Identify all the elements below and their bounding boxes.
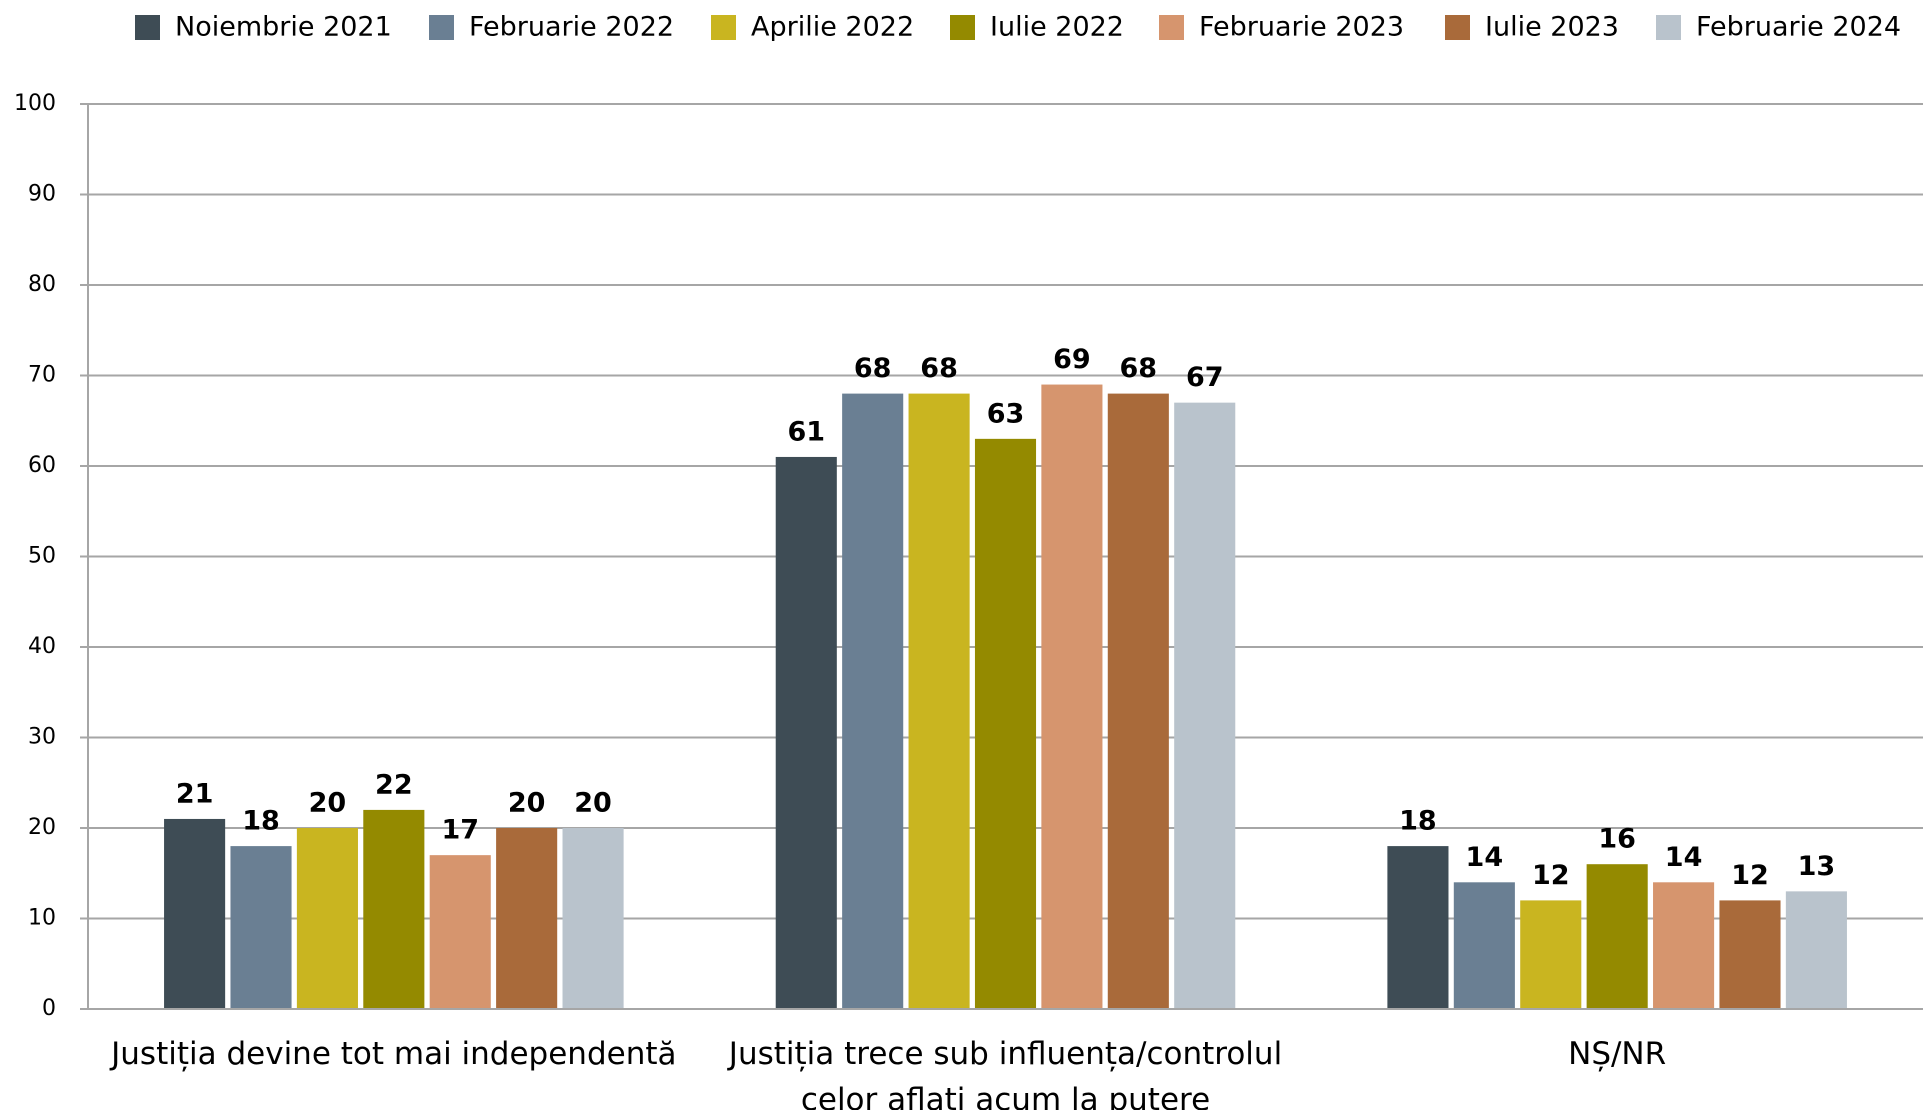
legend-label: Aprilie 2022 <box>751 12 914 43</box>
y-tick-label: 20 <box>28 815 56 840</box>
y-tick-label: 40 <box>28 634 56 659</box>
data-label: 68 <box>854 353 892 384</box>
data-label: 14 <box>1466 842 1504 873</box>
bar <box>1586 864 1648 1009</box>
data-label: 13 <box>1798 851 1836 882</box>
data-label: 63 <box>987 398 1025 429</box>
y-tick-label: 100 <box>14 91 56 116</box>
bar <box>1107 393 1169 1010</box>
legend-label: Februarie 2022 <box>469 12 674 43</box>
data-label: 20 <box>574 788 612 819</box>
bar <box>230 846 292 1009</box>
bar <box>164 818 226 1009</box>
data-label: 21 <box>176 778 214 809</box>
bar <box>429 855 491 1009</box>
bar <box>496 828 558 1009</box>
y-tick-label: 80 <box>28 272 56 297</box>
y-tick-label: 90 <box>28 182 56 207</box>
y-tick-label: 60 <box>28 453 56 478</box>
legend-swatch <box>135 15 160 40</box>
data-label: 18 <box>1399 806 1437 837</box>
legend-label: Iulie 2022 <box>990 12 1124 43</box>
y-tick-label: 30 <box>28 725 56 750</box>
bar <box>1653 882 1715 1009</box>
legend-swatch <box>1445 15 1470 40</box>
legend-swatch <box>1656 15 1681 40</box>
legend-swatch <box>711 15 736 40</box>
legend-swatch <box>950 15 975 40</box>
data-label: 67 <box>1186 362 1224 393</box>
legend-label: Februarie 2023 <box>1199 12 1404 43</box>
bar <box>1387 846 1449 1009</box>
data-label: 69 <box>1053 344 1091 375</box>
data-label: 68 <box>1120 353 1158 384</box>
y-tick-label: 10 <box>28 906 56 931</box>
data-label: 61 <box>787 416 825 447</box>
data-label: 14 <box>1665 842 1703 873</box>
data-label: 17 <box>441 815 479 846</box>
bar <box>1453 882 1515 1009</box>
bar <box>363 809 425 1009</box>
x-tick-label: NȘ/NR <box>1568 1036 1667 1072</box>
data-label: 20 <box>508 788 546 819</box>
bar <box>1520 900 1582 1009</box>
bar <box>1041 384 1103 1009</box>
legend-swatch <box>1159 15 1184 40</box>
bar <box>842 393 904 1010</box>
bar <box>908 393 970 1010</box>
bar <box>1785 891 1847 1009</box>
legend-swatch <box>429 15 454 40</box>
data-label: 22 <box>375 769 413 800</box>
bar <box>562 828 624 1009</box>
legend-label: Noiembrie 2021 <box>175 12 392 43</box>
data-label: 20 <box>309 788 347 819</box>
data-label: 12 <box>1532 860 1570 891</box>
bar <box>1719 900 1781 1009</box>
y-tick-label: 50 <box>28 544 56 569</box>
legend-label: Iulie 2023 <box>1485 12 1619 43</box>
x-tick-label: Justiția trece sub influența/controlul c… <box>728 1036 1283 1110</box>
bar <box>1174 402 1236 1009</box>
data-label: 12 <box>1731 860 1769 891</box>
y-tick-label: 70 <box>28 363 56 388</box>
data-label: 68 <box>920 353 958 384</box>
y-tick-label: 0 <box>42 996 56 1021</box>
bar <box>775 456 837 1009</box>
bar <box>974 438 1037 1010</box>
bar <box>296 828 358 1009</box>
x-tick-label: Justiția devine tot mai independentă <box>111 1036 677 1072</box>
data-label: 16 <box>1598 824 1636 855</box>
legend-label: Februarie 2024 <box>1696 12 1901 43</box>
data-label: 18 <box>242 806 280 837</box>
